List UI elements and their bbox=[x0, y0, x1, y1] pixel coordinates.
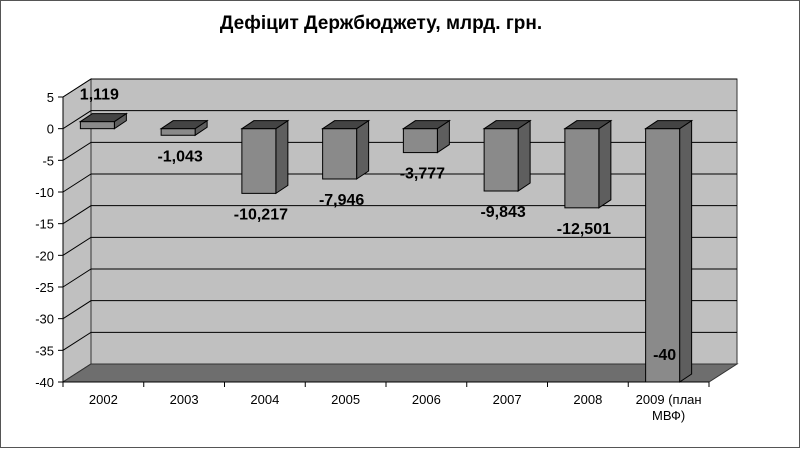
bar-side bbox=[275, 119, 289, 195]
bar-side bbox=[598, 119, 612, 209]
bar-front bbox=[564, 128, 600, 209]
x-tick-label: 2004 bbox=[250, 392, 279, 407]
x-tick-label: 2005 bbox=[331, 392, 360, 407]
data-label: -7,946 bbox=[319, 192, 364, 209]
bar-front bbox=[483, 128, 519, 192]
chart-floor bbox=[61, 363, 739, 383]
bar-top bbox=[643, 120, 694, 130]
data-label: -40 bbox=[653, 347, 676, 364]
bar-side bbox=[679, 119, 693, 383]
bar-front bbox=[402, 128, 438, 154]
data-label: -10,217 bbox=[234, 206, 288, 223]
bar-top bbox=[482, 120, 532, 130]
x-tick-label-line: 2002 bbox=[89, 392, 118, 407]
bar-top bbox=[563, 120, 613, 130]
data-label: -9,843 bbox=[480, 204, 525, 221]
x-tick-label: 2006 bbox=[412, 392, 441, 407]
y-tick-label: -10 bbox=[35, 185, 54, 200]
y-tick-label: -5 bbox=[42, 153, 54, 168]
gridline bbox=[62, 110, 737, 130]
y-tick-label: -25 bbox=[35, 280, 54, 295]
data-label: 1,119 bbox=[80, 87, 119, 104]
plot-area: 5 0 -5 -10 -15 -20 -25 -30 -35 -40 1,119 -1,043 -10,… bbox=[35, 78, 739, 423]
x-tick-label-line: 2006 bbox=[412, 392, 441, 407]
bar-front bbox=[322, 128, 358, 180]
data-label: -12,501 bbox=[557, 221, 611, 238]
bar-2008 bbox=[563, 119, 613, 209]
gridline bbox=[62, 236, 737, 256]
x-tick-label: 2008 bbox=[573, 392, 602, 407]
x-tick-label-line: 2008 bbox=[573, 392, 602, 407]
bar-top bbox=[78, 113, 129, 123]
x-tick-label-line: 2009 (план bbox=[636, 392, 702, 407]
bar-2009 bbox=[643, 119, 694, 383]
y-tick-label: -40 bbox=[35, 375, 54, 390]
gridline bbox=[62, 78, 737, 98]
gridline bbox=[62, 331, 737, 351]
x-tick-label-line: МВФ) bbox=[652, 408, 685, 423]
bar-2007 bbox=[482, 119, 532, 192]
y-tick-label: 5 bbox=[47, 90, 54, 105]
bar-2004 bbox=[240, 119, 290, 195]
x-tick-label-line: 2005 bbox=[331, 392, 360, 407]
bar-side bbox=[356, 119, 370, 180]
x-tick-label-line: 2007 bbox=[493, 392, 522, 407]
chart-title: Дефіцит Держбюджету, млрд. грн. bbox=[220, 13, 542, 34]
x-tick-label: 2002 bbox=[89, 392, 118, 407]
bar-front bbox=[241, 128, 277, 194]
bar-top bbox=[159, 120, 209, 130]
y-tick-label: 0 bbox=[47, 122, 54, 137]
bar-side bbox=[517, 119, 531, 192]
y-tick-label: -20 bbox=[35, 248, 54, 263]
bar-2003 bbox=[159, 119, 209, 137]
bar-front bbox=[79, 121, 115, 130]
y-tick-label: -35 bbox=[35, 343, 54, 358]
y-tick-label: -30 bbox=[35, 312, 54, 327]
bar-2005 bbox=[320, 119, 371, 180]
x-tick-label: 2007 bbox=[493, 392, 522, 407]
bar-top bbox=[320, 120, 371, 130]
x-tick-label-line: 2003 bbox=[170, 392, 199, 407]
data-label: -3,777 bbox=[400, 166, 445, 183]
y-tick-label: -15 bbox=[35, 217, 54, 232]
gridline bbox=[62, 268, 737, 288]
bar-2006 bbox=[401, 119, 452, 154]
x-tick-label: 2009 (план МВФ) bbox=[636, 392, 702, 423]
bar-front bbox=[645, 128, 681, 383]
x-tick-label-line: 2004 bbox=[250, 392, 279, 407]
x-tick-label: 2003 bbox=[170, 392, 199, 407]
gridline bbox=[62, 205, 737, 225]
data-label: -1,043 bbox=[157, 148, 202, 165]
gridline bbox=[62, 300, 737, 320]
bar-top bbox=[240, 120, 290, 130]
bar-top bbox=[401, 120, 452, 130]
bar-front bbox=[160, 128, 196, 136]
bar-2002 bbox=[78, 112, 129, 130]
